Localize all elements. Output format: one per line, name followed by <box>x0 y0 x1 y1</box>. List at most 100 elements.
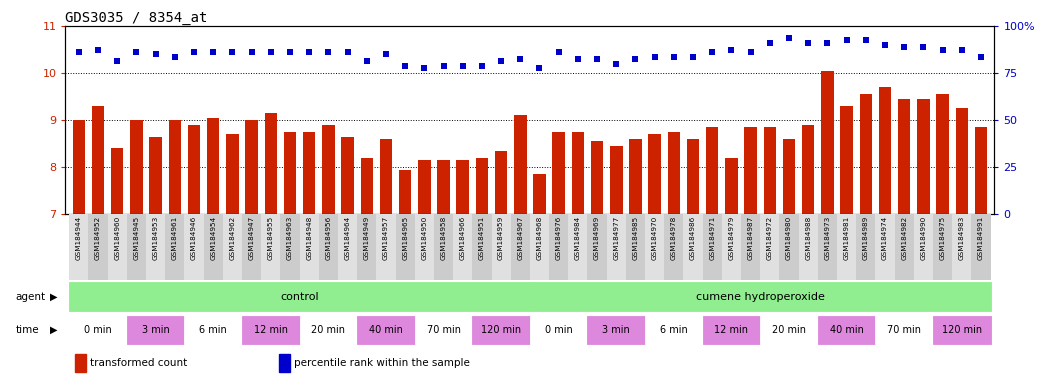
Point <box>71 49 87 55</box>
Text: 70 min: 70 min <box>427 325 461 335</box>
Text: GSM184970: GSM184970 <box>652 216 658 260</box>
FancyBboxPatch shape <box>70 282 529 311</box>
Text: GSM184981: GSM184981 <box>844 216 850 260</box>
Bar <box>495 151 508 214</box>
Bar <box>127 214 146 280</box>
Point <box>762 40 778 46</box>
Bar <box>88 214 108 280</box>
Text: 0 min: 0 min <box>84 325 112 335</box>
Point <box>647 54 663 60</box>
Text: GSM184950: GSM184950 <box>421 216 428 260</box>
Text: GSM184948: GSM184948 <box>306 216 312 260</box>
Text: cumene hydroperoxide: cumene hydroperoxide <box>695 292 824 302</box>
FancyBboxPatch shape <box>703 316 760 344</box>
Point <box>243 49 260 55</box>
Bar <box>242 214 262 280</box>
Point <box>819 40 836 46</box>
Text: GSM184966: GSM184966 <box>460 216 466 260</box>
Text: 40 min: 40 min <box>368 325 403 335</box>
Point <box>589 56 605 62</box>
Point <box>723 46 740 53</box>
Text: GSM184964: GSM184964 <box>345 216 351 260</box>
Text: GSM184978: GSM184978 <box>671 216 677 260</box>
FancyBboxPatch shape <box>529 282 990 311</box>
Bar <box>168 120 181 214</box>
Point <box>473 63 490 69</box>
Point <box>704 49 720 55</box>
Point <box>186 49 202 55</box>
Bar <box>300 214 319 280</box>
FancyBboxPatch shape <box>70 316 127 344</box>
Point <box>685 54 702 60</box>
Bar <box>760 214 780 280</box>
Text: 20 min: 20 min <box>311 325 346 335</box>
Point <box>781 35 797 41</box>
Point <box>281 49 298 55</box>
Point <box>800 40 817 46</box>
Point <box>204 49 221 55</box>
Text: GSM184955: GSM184955 <box>268 216 274 260</box>
Bar <box>73 120 85 214</box>
Point <box>224 49 241 55</box>
Text: 3 min: 3 min <box>142 325 169 335</box>
Bar <box>415 214 434 280</box>
Text: 3 min: 3 min <box>602 325 630 335</box>
Bar <box>683 214 703 280</box>
Bar <box>342 137 354 214</box>
Text: 20 min: 20 min <box>772 325 807 335</box>
Bar <box>913 214 933 280</box>
Bar <box>798 214 818 280</box>
Point <box>493 58 510 65</box>
Bar <box>280 214 300 280</box>
Bar <box>319 214 338 280</box>
Bar <box>859 94 872 214</box>
Point <box>954 46 971 53</box>
Bar <box>70 214 88 280</box>
Bar <box>377 214 395 280</box>
Bar <box>146 214 165 280</box>
Text: GSM184959: GSM184959 <box>498 216 504 260</box>
Point <box>896 44 912 50</box>
Point <box>435 63 452 69</box>
Point <box>531 65 548 71</box>
FancyBboxPatch shape <box>760 316 818 344</box>
Bar <box>821 71 834 214</box>
FancyBboxPatch shape <box>588 316 645 344</box>
Text: 12 min: 12 min <box>253 325 288 335</box>
Text: GSM184954: GSM184954 <box>210 216 216 260</box>
Text: GSM184963: GSM184963 <box>286 216 293 260</box>
Bar <box>588 214 606 280</box>
Text: GSM184957: GSM184957 <box>383 216 389 260</box>
Text: transformed count: transformed count <box>89 358 187 368</box>
Bar <box>357 214 377 280</box>
Text: 6 min: 6 min <box>199 325 227 335</box>
Text: GSM184987: GSM184987 <box>747 216 754 260</box>
Point <box>147 51 164 57</box>
Text: 70 min: 70 min <box>887 325 921 335</box>
Point <box>916 44 932 50</box>
Bar <box>188 125 200 214</box>
FancyBboxPatch shape <box>300 316 357 344</box>
Point <box>627 56 644 62</box>
Text: GSM184969: GSM184969 <box>594 216 600 260</box>
Bar <box>130 120 142 214</box>
Text: GSM184972: GSM184972 <box>767 216 773 260</box>
Bar <box>185 214 203 280</box>
Text: GSM184962: GSM184962 <box>229 216 236 260</box>
Text: ▶: ▶ <box>50 325 57 335</box>
Text: 120 min: 120 min <box>941 325 982 335</box>
Bar <box>529 214 549 280</box>
Point <box>665 54 682 60</box>
Text: GSM184968: GSM184968 <box>537 216 543 260</box>
Text: GSM184982: GSM184982 <box>901 216 907 260</box>
Bar <box>568 214 588 280</box>
Bar <box>434 214 454 280</box>
Bar <box>226 134 239 214</box>
Point <box>608 61 625 67</box>
Point <box>166 54 183 60</box>
Text: GSM184956: GSM184956 <box>325 216 331 260</box>
Text: GSM184986: GSM184986 <box>690 216 696 260</box>
Point <box>128 49 144 55</box>
Bar <box>780 214 798 280</box>
Bar <box>895 214 913 280</box>
